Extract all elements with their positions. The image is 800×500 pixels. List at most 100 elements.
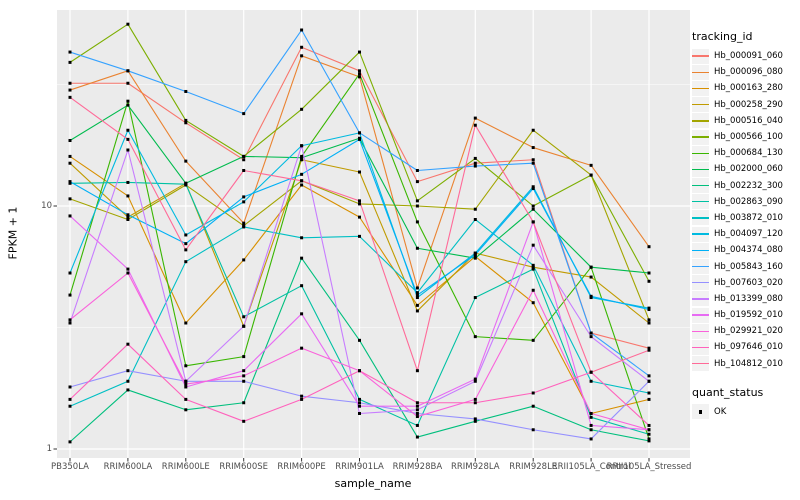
data-point xyxy=(184,382,188,386)
series-color-swatch xyxy=(692,178,709,194)
data-point xyxy=(242,355,246,359)
legend-item: Hb_002232_300 xyxy=(692,178,800,194)
data-point xyxy=(473,397,477,401)
data-point xyxy=(415,404,419,408)
data-point xyxy=(473,251,477,255)
legend-item-label: Hb_000163_280 xyxy=(714,83,783,94)
data-point xyxy=(126,103,130,107)
data-point xyxy=(300,144,304,148)
data-point xyxy=(300,54,304,58)
data-point xyxy=(647,279,651,283)
data-point xyxy=(126,388,130,392)
data-point xyxy=(415,291,419,295)
data-point xyxy=(415,293,419,297)
data-point xyxy=(531,265,535,269)
legend-item: Hb_002000_060 xyxy=(692,161,800,177)
data-point xyxy=(300,45,304,49)
data-point xyxy=(68,139,72,143)
data-point xyxy=(589,294,593,298)
data-point xyxy=(473,253,477,257)
data-point xyxy=(68,154,72,158)
data-point xyxy=(589,437,593,441)
data-point xyxy=(473,401,477,405)
data-point xyxy=(358,170,361,174)
data-point xyxy=(415,220,419,224)
data-point xyxy=(647,271,651,275)
data-point xyxy=(358,202,361,206)
line-swatch-icon xyxy=(692,55,709,57)
data-point xyxy=(184,248,188,252)
line-swatch-icon xyxy=(692,136,709,138)
data-point xyxy=(242,154,246,158)
ok-label: OK xyxy=(714,406,727,417)
data-point xyxy=(473,156,477,160)
data-point xyxy=(647,346,651,350)
line-swatch-icon xyxy=(692,346,709,349)
line-swatch-icon xyxy=(692,282,709,284)
legend-item-label: Hb_004097_120 xyxy=(714,229,783,240)
data-point xyxy=(300,158,304,162)
data-point xyxy=(300,179,304,183)
data-point xyxy=(415,435,419,439)
legend-item-label: Hb_002000_060 xyxy=(714,164,783,175)
legend-item-label: Hb_000516_040 xyxy=(714,115,783,126)
data-point xyxy=(473,217,477,221)
series-color-swatch xyxy=(692,242,709,258)
legend-item: Hb_097646_010 xyxy=(692,339,800,355)
data-point xyxy=(300,107,304,111)
legend-item-label: Hb_003872_010 xyxy=(714,212,783,223)
data-point xyxy=(68,404,72,408)
data-point xyxy=(126,213,130,217)
data-point xyxy=(589,331,593,335)
legend-item-label: Hb_029921_020 xyxy=(714,326,783,337)
data-point xyxy=(184,364,188,368)
data-point xyxy=(473,161,477,165)
data-point xyxy=(68,88,72,92)
legend-item-label: Hb_097646_010 xyxy=(714,342,783,353)
data-point xyxy=(415,286,419,290)
series-color-swatch xyxy=(692,323,709,339)
x-tick-label: RRII105LA_Stressed xyxy=(606,462,692,472)
legend-item: Hb_019592_010 xyxy=(692,307,800,323)
data-point xyxy=(589,415,593,419)
data-point xyxy=(531,204,535,208)
data-point xyxy=(647,348,651,352)
data-point xyxy=(68,60,72,64)
data-point xyxy=(647,439,651,443)
data-point xyxy=(589,428,593,432)
data-point xyxy=(126,69,130,73)
series-color-swatch xyxy=(692,291,709,307)
legend-item-label: Hb_002232_300 xyxy=(714,180,783,191)
legend-item: Hb_005843_160 xyxy=(692,258,800,275)
data-point xyxy=(647,308,651,312)
series-color-swatch xyxy=(692,48,709,64)
data-point xyxy=(242,315,246,319)
data-point xyxy=(300,183,304,187)
y-axis-title: FPKM + 1 xyxy=(6,206,20,260)
square-point-icon xyxy=(698,410,703,414)
line-swatch-icon xyxy=(692,152,709,154)
data-point xyxy=(126,81,130,85)
ok-point-swatch xyxy=(692,404,709,420)
data-point xyxy=(300,346,304,350)
x-tick-label: RRIM928LE xyxy=(509,462,558,472)
data-point xyxy=(647,245,651,249)
data-point xyxy=(242,195,246,199)
data-point xyxy=(184,159,188,163)
data-point xyxy=(184,321,188,325)
data-point xyxy=(68,318,72,322)
legend-item: Hb_000091_060 xyxy=(692,48,800,64)
legend-item: Hb_000566_100 xyxy=(692,129,800,145)
data-point xyxy=(647,318,651,322)
legend-item-label: Hb_000096_080 xyxy=(714,67,783,78)
data-point xyxy=(589,275,593,279)
data-point xyxy=(68,50,72,54)
data-point xyxy=(531,267,535,271)
data-point xyxy=(358,72,361,76)
data-point xyxy=(358,338,361,342)
data-point xyxy=(358,215,361,219)
data-point xyxy=(531,301,535,305)
data-point xyxy=(415,411,419,415)
data-point xyxy=(415,204,419,208)
x-tick-label: RRIM928LA xyxy=(450,462,500,472)
